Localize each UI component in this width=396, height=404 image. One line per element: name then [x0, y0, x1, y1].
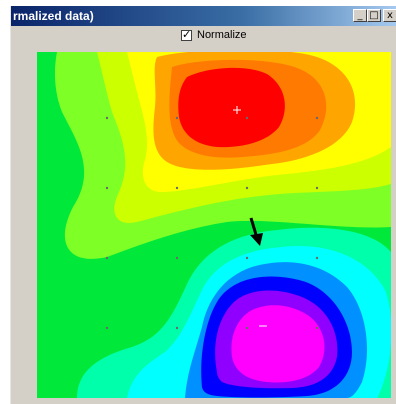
- window-title: rmalized data): [13, 9, 94, 23]
- close-button[interactable]: x: [383, 9, 396, 22]
- checkmark-icon: ✓: [182, 29, 192, 41]
- grid-point: [315, 116, 319, 120]
- maximize-button[interactable]: □: [367, 9, 381, 22]
- grid-point: [105, 186, 109, 190]
- contour-level-6-peak: [178, 67, 285, 148]
- grid-point: [175, 116, 179, 120]
- app-window: rmalized data) _ □ x ✓ Normalize: [10, 6, 396, 404]
- grid-point: [175, 256, 179, 260]
- title-bar[interactable]: rmalized data) _ □ x: [11, 6, 396, 26]
- grid-point: [245, 326, 249, 330]
- max-marker: [233, 106, 241, 114]
- grid-point: [175, 326, 179, 330]
- grid-point: [245, 256, 249, 260]
- minimize-button[interactable]: _: [353, 9, 367, 22]
- grid-point: [315, 326, 319, 330]
- grid-point: [175, 186, 179, 190]
- normalize-label: Normalize: [197, 29, 247, 41]
- grid-point: [315, 256, 319, 260]
- grid-point: [105, 256, 109, 260]
- grid-point: [245, 186, 249, 190]
- grid-points: [105, 116, 319, 330]
- grid-point: [245, 116, 249, 120]
- grid-point: [315, 186, 319, 190]
- normalize-checkbox[interactable]: ✓: [181, 29, 192, 41]
- contour-plot[interactable]: [37, 52, 391, 398]
- arrow-pointer-icon: [249, 217, 263, 246]
- grid-point: [105, 116, 109, 120]
- contour-level-neg-6-trough: [231, 305, 325, 383]
- grid-point: [105, 326, 109, 330]
